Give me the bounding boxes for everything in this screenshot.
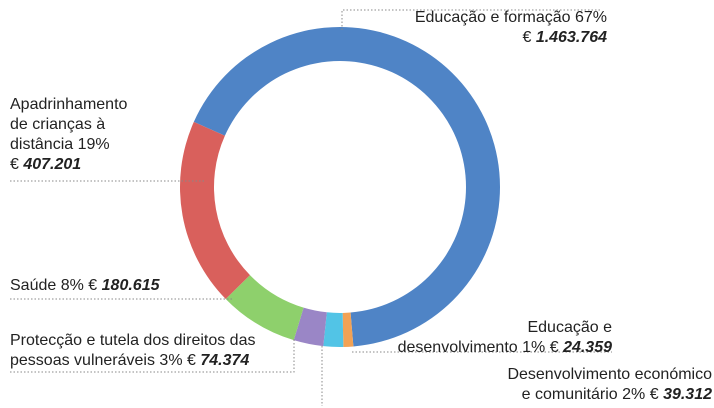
percent-label: 19%: [77, 136, 110, 153]
currency: €: [549, 339, 559, 356]
percent-label: 67%: [574, 9, 607, 26]
category-name: Protecção e tutela dos direitos das pess…: [10, 332, 256, 369]
amount-label: 39.312: [663, 386, 712, 403]
amount-label: 1.463.764: [535, 29, 607, 46]
category-name: Educação e desenvolvimento: [397, 319, 612, 356]
amount: € 74.374: [187, 352, 249, 369]
segment-label: Educação e formação 67% € 1.463.764: [357, 8, 607, 48]
amount-label: 180.615: [101, 277, 160, 294]
segment-label: Educação e desenvolvimento 1% € 24.359: [332, 318, 612, 358]
amount-label: 74.374: [200, 352, 250, 369]
amount: € 39.312: [650, 386, 712, 403]
segment-label: Protecção e tutela dos direitos das pess…: [10, 331, 310, 371]
segment-label: Apadrinhamento de crianças à distância 1…: [10, 95, 160, 175]
segment-label: Saúde 8% € 180.615: [10, 276, 270, 296]
percent-label: 3%: [159, 352, 183, 369]
donut-segment: [342, 312, 354, 347]
segment-label: Desenvolvimento económico e comunitário …: [412, 365, 712, 405]
category-name: Apadrinhamento de crianças à distância: [10, 96, 128, 153]
donut-segment: [323, 312, 344, 347]
donut-segment: [180, 121, 250, 299]
percent-label: 2%: [622, 386, 646, 403]
currency: €: [649, 386, 659, 403]
category-name: Educação e formação: [414, 9, 571, 26]
amount: € 1.463.764: [522, 29, 607, 46]
category-name: Desenvolvimento económico e comunitário: [507, 366, 712, 403]
category-name: Saúde: [10, 277, 57, 294]
amount-label: 407.201: [23, 156, 82, 173]
currency: €: [88, 277, 98, 294]
currency: €: [187, 352, 196, 369]
currency: €: [10, 156, 19, 173]
donut-segment: [293, 307, 327, 347]
amount-label: 24.359: [563, 339, 612, 356]
percent-label: 1%: [522, 339, 546, 356]
leader-line: [10, 338, 295, 373]
amount: € 407.201: [10, 156, 81, 173]
currency: €: [522, 29, 532, 46]
amount: € 180.615: [88, 277, 159, 294]
percent-label: 8%: [60, 277, 84, 294]
amount: € 24.359: [550, 339, 612, 356]
donut-segment: [225, 275, 304, 341]
